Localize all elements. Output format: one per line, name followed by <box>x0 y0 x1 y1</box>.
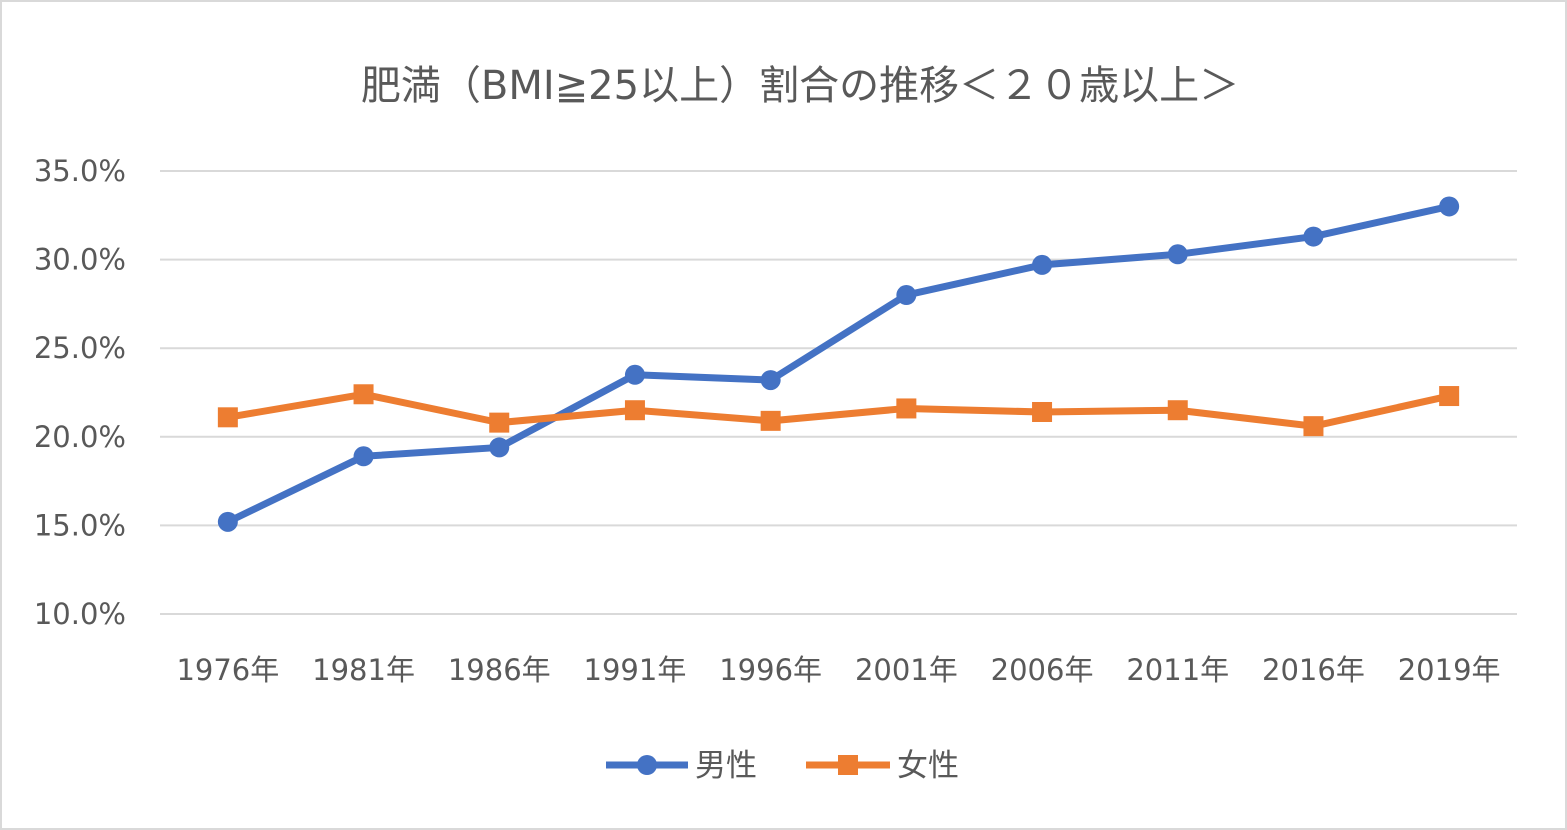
x-tick-label: 2016年 <box>1262 653 1365 687</box>
series-line <box>224 202 1453 526</box>
y-tick-label: 10.0% <box>34 597 126 631</box>
data-point <box>760 370 781 391</box>
x-tick-label: 2006年 <box>991 653 1094 687</box>
data-point <box>896 285 917 306</box>
series-male <box>217 196 1460 532</box>
data-point <box>1439 196 1460 217</box>
legend-marker <box>637 755 657 775</box>
y-tick-label: 35.0% <box>34 154 126 188</box>
y-axis-ticks: 10.0% 15.0% 20.0% 25.0% 30.0% 35.0% <box>34 154 126 631</box>
data-point <box>217 511 238 532</box>
legend-item: 女性 <box>806 748 959 784</box>
legend: 男性 女性 <box>606 748 959 784</box>
data-point <box>217 407 238 428</box>
data-point <box>760 410 781 431</box>
y-tick-label: 15.0% <box>34 508 126 542</box>
series-line <box>224 390 1453 430</box>
data-point <box>1167 244 1188 265</box>
legend-label: 男性 <box>695 748 757 784</box>
x-tick-label: 1996年 <box>719 653 822 687</box>
x-tick-label: 1986年 <box>448 653 551 687</box>
chart-title: 肥満（BMI≧25以上）割合の推移＜２０歳以上＞ <box>361 63 1239 109</box>
data-point <box>1032 401 1053 422</box>
y-tick-label: 25.0% <box>34 331 126 365</box>
x-axis-ticks: 1976年 1981年 1986年 1991年 1996年 2001年 2006年 2011年… <box>176 653 1500 687</box>
data-point <box>489 412 510 433</box>
x-tick-label: 2011年 <box>1126 653 1229 687</box>
data-point <box>1439 386 1460 407</box>
x-tick-label: 2001年 <box>855 653 958 687</box>
data-point <box>1167 400 1188 421</box>
series-female <box>217 384 1460 437</box>
data-point <box>489 437 510 458</box>
data-point <box>353 446 374 467</box>
gridlines <box>160 170 1517 615</box>
data-point <box>624 364 645 385</box>
data-point <box>1303 226 1324 247</box>
data-point <box>896 398 917 419</box>
y-tick-label: 20.0% <box>34 420 126 454</box>
data-point <box>624 400 645 421</box>
data-point <box>353 384 374 405</box>
x-tick-label: 1991年 <box>584 653 687 687</box>
x-tick-label: 1976年 <box>176 653 279 687</box>
data-point <box>1032 254 1053 275</box>
series-layer <box>217 196 1460 532</box>
legend-label: 女性 <box>897 748 959 784</box>
y-tick-label: 30.0% <box>34 243 126 277</box>
legend-marker <box>838 755 858 775</box>
x-tick-label: 2019年 <box>1398 653 1501 687</box>
x-tick-label: 1981年 <box>312 653 415 687</box>
legend-item: 男性 <box>606 748 757 784</box>
data-point <box>1303 416 1324 437</box>
